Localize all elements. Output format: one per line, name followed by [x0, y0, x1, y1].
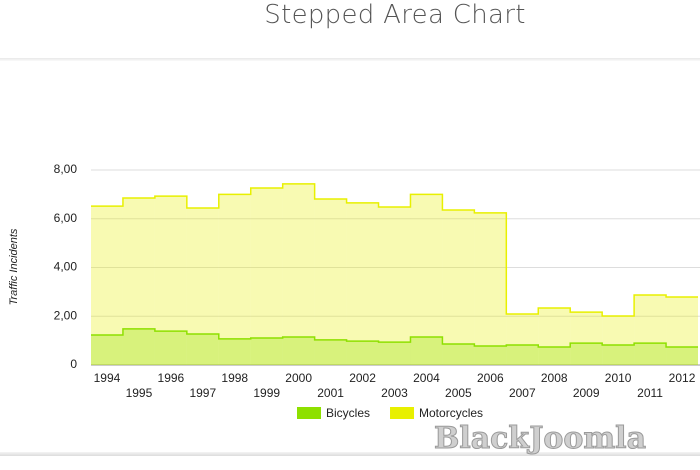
x-tick-label: 2000 [285, 371, 312, 385]
step [666, 296, 698, 365]
x-tick-label: 1995 [126, 386, 153, 400]
footer-divider [0, 452, 700, 456]
step [282, 336, 315, 365]
x-tick-label: 2009 [573, 386, 600, 400]
step [314, 339, 347, 365]
step [634, 295, 667, 365]
step [154, 196, 187, 365]
x-tick-label: 2011 [637, 386, 663, 400]
x-tick-label: 2001 [317, 386, 344, 400]
y-tick-label: 8,00 [54, 162, 78, 176]
step [250, 337, 283, 365]
x-tick-label: 1999 [253, 386, 280, 400]
x-tick-label: 2007 [509, 386, 536, 400]
x-tick-label: 2006 [477, 371, 504, 385]
step [346, 202, 379, 365]
y-axis-title: Traffic Incidents [8, 228, 20, 305]
y-tick-label: 0 [70, 357, 77, 371]
step [378, 342, 411, 365]
x-tick-label: 2008 [541, 371, 568, 385]
step [154, 331, 187, 365]
legend-label: Bicycles [326, 406, 370, 420]
step [250, 188, 283, 365]
step [538, 307, 571, 365]
step [186, 334, 219, 365]
step [538, 346, 571, 365]
step [602, 316, 635, 365]
chart-title: Stepped Area Chart [264, 0, 526, 30]
step [91, 335, 123, 365]
legend-swatch [390, 407, 415, 419]
step [91, 206, 123, 365]
x-tick-label: 2003 [381, 386, 408, 400]
step [506, 314, 539, 365]
y-tick-label: 2,00 [54, 308, 78, 322]
x-tick-label: 1998 [221, 371, 248, 385]
step [282, 183, 315, 365]
step [218, 194, 251, 365]
x-tick-label: 2010 [605, 371, 632, 385]
step [570, 343, 603, 365]
step [474, 345, 507, 365]
step [602, 345, 635, 365]
step [378, 207, 411, 365]
x-tick-label: 1996 [158, 371, 185, 385]
step [474, 212, 507, 365]
y-tick-label: 6,00 [54, 211, 78, 225]
legend-label: Motorcycles [419, 406, 483, 420]
watermark: BlackJoomla [434, 421, 646, 456]
step [570, 312, 603, 365]
step [122, 198, 155, 365]
header-divider [0, 58, 700, 61]
step [634, 343, 667, 365]
step [314, 199, 347, 365]
step [218, 338, 251, 365]
step-outline [91, 183, 698, 317]
step [442, 344, 475, 365]
step [346, 341, 379, 365]
step [506, 345, 539, 365]
x-tick-label: 1994 [94, 371, 121, 385]
x-tick-label: 1997 [189, 386, 216, 400]
x-tick-label: 2002 [349, 371, 376, 385]
step-outline [91, 328, 698, 348]
step [442, 209, 475, 365]
x-tick-label: 2005 [445, 386, 472, 400]
y-tick-label: 4,00 [54, 260, 78, 274]
step [666, 346, 698, 365]
step [410, 336, 443, 365]
step [186, 208, 219, 365]
x-tick-label: 2004 [413, 371, 440, 385]
x-tick-label: 2012 [669, 371, 696, 385]
legend-swatch [297, 407, 321, 419]
step [122, 328, 155, 365]
